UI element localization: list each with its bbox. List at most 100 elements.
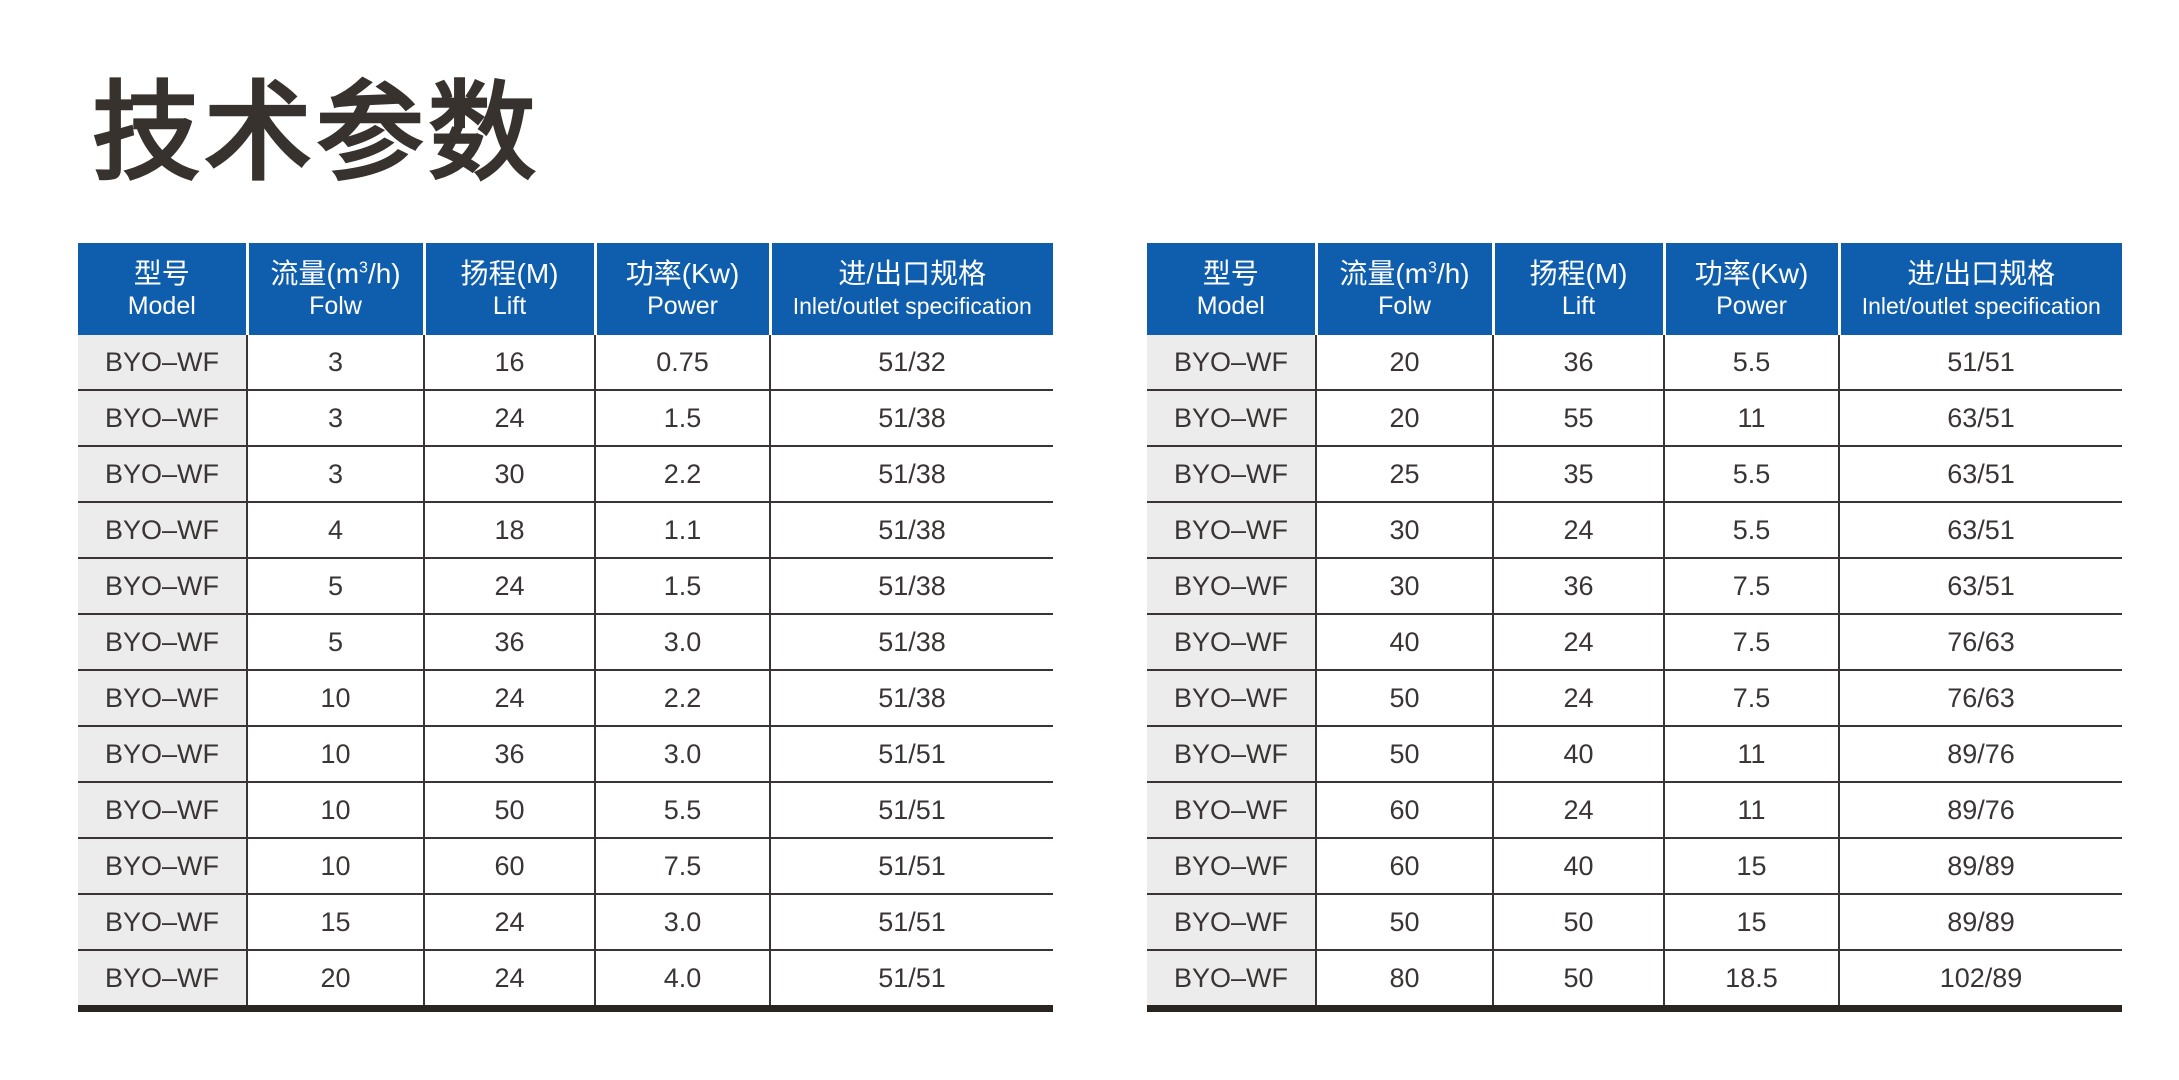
model-cell: BYO–WF — [78, 725, 247, 782]
value-cell: 5.5 — [1663, 335, 1839, 390]
value-cell: 51/38 — [769, 557, 1053, 614]
value-cell: 4.0 — [594, 949, 770, 1009]
model-cell: BYO–WF — [1147, 557, 1316, 614]
table-row: BYO–WF 10 24 2.2 51/38 — [78, 669, 1053, 726]
value-cell: 20 — [1315, 389, 1493, 446]
col-header-lift-en: Lift — [1561, 292, 1596, 320]
model-cell: BYO–WF — [78, 335, 247, 390]
value-cell: 30 — [423, 445, 595, 502]
value-cell: 24 — [1492, 501, 1664, 558]
value-cell: 50 — [1492, 893, 1664, 950]
model-cell: BYO–WF — [78, 893, 247, 950]
value-cell: 51/51 — [769, 725, 1053, 782]
col-header-flow: 流量(m3/h) Folw — [245, 243, 424, 335]
value-cell: 5 — [246, 613, 424, 670]
value-cell: 63/51 — [1838, 557, 2122, 614]
col-header-lift: 扬程(M) Lift — [1491, 243, 1664, 335]
value-cell: 51/51 — [769, 781, 1053, 838]
col-header-model: 型号 Model — [1147, 243, 1316, 335]
model-cell: BYO–WF — [1147, 335, 1316, 390]
model-cell: BYO–WF — [1147, 389, 1316, 446]
value-cell: 51/38 — [769, 501, 1053, 558]
table-row: BYO–WF 5 36 3.0 51/38 — [78, 613, 1053, 670]
spec-table-right-header: 型号 Model 流量(m3/h) Folw 扬程(M) Lift 功率(Kw)… — [1147, 243, 2122, 335]
value-cell: 24 — [423, 949, 595, 1009]
value-cell: 24 — [423, 893, 595, 950]
value-cell: 89/89 — [1838, 893, 2122, 950]
spec-table-left-body: BYO–WF 3 16 0.75 51/32 BYO–WF 3 24 1.5 51/38 BYO–W… — [78, 335, 1053, 1009]
table-row: BYO–WF 30 24 5.5 63/51 — [1147, 501, 2122, 558]
value-cell: 20 — [246, 949, 424, 1009]
value-cell: 7.5 — [594, 837, 770, 894]
value-cell: 102/89 — [1838, 949, 2122, 1009]
value-cell: 51/51 — [769, 949, 1053, 1009]
value-cell: 80 — [1315, 949, 1493, 1009]
value-cell: 40 — [1492, 725, 1664, 782]
value-cell: 35 — [1492, 445, 1664, 502]
table-row: BYO–WF 4 18 1.1 51/38 — [78, 501, 1053, 558]
table-row: BYO–WF 80 50 18.5 102/89 — [1147, 949, 2122, 1009]
col-header-lift-en: Lift — [492, 292, 527, 320]
col-header-power: 功率(Kw) Power — [1662, 243, 1839, 335]
model-cell: BYO–WF — [1147, 501, 1316, 558]
value-cell: 2.2 — [594, 669, 770, 726]
value-cell: 50 — [1315, 893, 1493, 950]
table-row: BYO–WF 20 55 11 63/51 — [1147, 389, 2122, 446]
value-cell: 10 — [246, 669, 424, 726]
col-header-power-en: Power — [647, 292, 718, 320]
value-cell: 51/38 — [769, 445, 1053, 502]
table-row: BYO–WF 20 24 4.0 51/51 — [78, 949, 1053, 1009]
col-header-flow-zh: 流量(m3/h) — [270, 258, 401, 289]
value-cell: 60 — [423, 837, 595, 894]
spec-table-left: 型号 Model 流量(m3/h) Folw 扬程(M) Lift 功率(Kw)… — [78, 243, 1053, 1012]
value-cell: 89/76 — [1838, 725, 2122, 782]
col-header-lift-zh: 扬程(M) — [1529, 258, 1628, 289]
value-cell: 24 — [423, 557, 595, 614]
value-cell: 16 — [423, 335, 595, 390]
value-cell: 51/38 — [769, 389, 1053, 446]
value-cell: 3 — [246, 389, 424, 446]
value-cell: 51/51 — [1838, 335, 2122, 390]
col-header-inlet-outlet: 进/出口规格 Inlet/outlet specification — [1837, 243, 2122, 335]
table-row: BYO–WF 40 24 7.5 76/63 — [1147, 613, 2122, 670]
table-row: BYO–WF 15 24 3.0 51/51 — [78, 893, 1053, 950]
col-header-model-zh: 型号 — [133, 258, 190, 289]
value-cell: 30 — [1315, 557, 1493, 614]
model-cell: BYO–WF — [78, 501, 247, 558]
col-header-flow-zh: 流量(m3/h) — [1339, 258, 1470, 289]
value-cell: 7.5 — [1663, 557, 1839, 614]
value-cell: 5.5 — [594, 781, 770, 838]
col-header-inlet-outlet-en: Inlet/outlet specification — [1861, 293, 2101, 319]
model-cell: BYO–WF — [78, 389, 247, 446]
value-cell: 11 — [1663, 389, 1839, 446]
table-row: BYO–WF 3 16 0.75 51/32 — [78, 335, 1053, 390]
model-cell: BYO–WF — [1147, 445, 1316, 502]
table-row: BYO–WF 3 24 1.5 51/38 — [78, 389, 1053, 446]
value-cell: 3 — [246, 445, 424, 502]
col-header-inlet-outlet-en: Inlet/outlet specification — [792, 293, 1032, 319]
value-cell: 15 — [1663, 837, 1839, 894]
value-cell: 76/63 — [1838, 613, 2122, 670]
value-cell: 25 — [1315, 445, 1493, 502]
col-header-power-zh: 功率(Kw) — [625, 258, 740, 289]
value-cell: 20 — [1315, 335, 1493, 390]
table-row: BYO–WF 50 50 15 89/89 — [1147, 893, 2122, 950]
value-cell: 1.5 — [594, 389, 770, 446]
model-cell: BYO–WF — [78, 949, 247, 1009]
model-cell: BYO–WF — [1147, 613, 1316, 670]
model-cell: BYO–WF — [1147, 949, 1316, 1009]
value-cell: 11 — [1663, 781, 1839, 838]
value-cell: 3.0 — [594, 613, 770, 670]
value-cell: 50 — [1492, 949, 1664, 1009]
value-cell: 1.5 — [594, 557, 770, 614]
value-cell: 7.5 — [1663, 669, 1839, 726]
table-row: BYO–WF 60 40 15 89/89 — [1147, 837, 2122, 894]
value-cell: 24 — [1492, 669, 1664, 726]
value-cell: 40 — [1315, 613, 1493, 670]
table-row: BYO–WF 3 30 2.2 51/38 — [78, 445, 1053, 502]
value-cell: 36 — [1492, 335, 1664, 390]
table-row: BYO–WF 50 40 11 89/76 — [1147, 725, 2122, 782]
value-cell: 7.5 — [1663, 613, 1839, 670]
col-header-power: 功率(Kw) Power — [593, 243, 770, 335]
value-cell: 30 — [1315, 501, 1493, 558]
